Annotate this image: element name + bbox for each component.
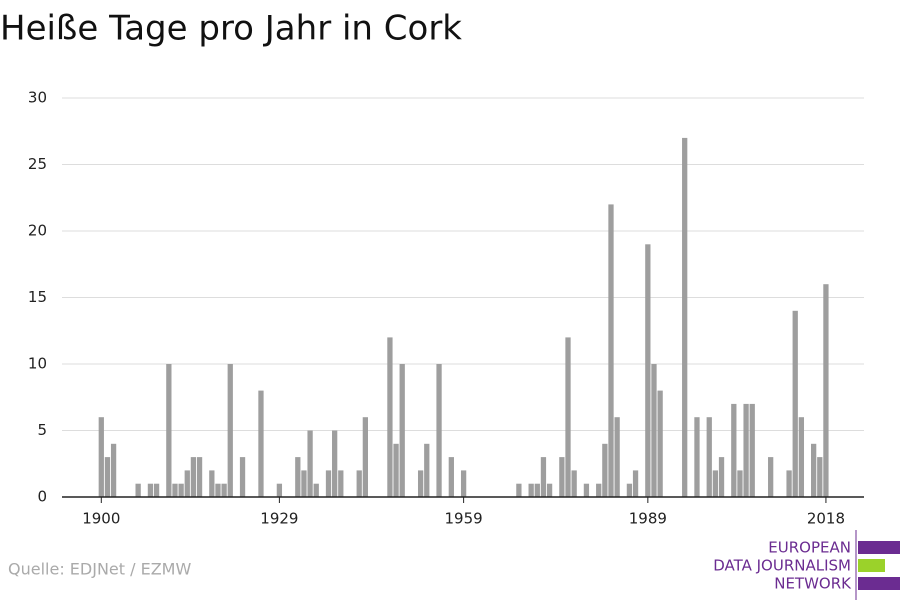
y-tick-label: 20 [28, 222, 47, 240]
bar [172, 483, 178, 497]
bar [424, 443, 430, 497]
y-tick-label: 15 [28, 288, 47, 306]
y-tick-label: 25 [28, 155, 47, 173]
bar [626, 483, 633, 497]
bar [737, 470, 743, 497]
chart-title: Heiße Tage pro Jahr in Cork [0, 9, 462, 49]
y-tick-label: 30 [28, 89, 47, 107]
bar [166, 364, 172, 497]
bar [295, 457, 301, 497]
bar [313, 483, 319, 497]
bar [528, 483, 534, 497]
logo-text: EUROPEAN [768, 539, 851, 557]
bar [817, 457, 823, 497]
y-tick-label: 5 [37, 421, 47, 439]
bar [110, 443, 117, 497]
bar [583, 483, 590, 497]
bar [657, 390, 663, 497]
bar [98, 417, 104, 497]
bar [332, 430, 338, 497]
bar [258, 390, 264, 497]
bar [540, 457, 547, 497]
bar [460, 470, 467, 497]
bar [178, 483, 184, 497]
bar [227, 364, 233, 497]
bar [196, 457, 203, 497]
bar [792, 310, 798, 497]
bar [632, 470, 639, 497]
bar [651, 364, 657, 497]
bar [399, 364, 405, 497]
bar [325, 470, 332, 497]
bar [417, 470, 424, 497]
bar [786, 470, 792, 497]
x-tick-label: 2018 [807, 510, 845, 528]
source: Quelle: EDJNet / EZMW [8, 560, 191, 579]
bar [448, 457, 454, 497]
bar [743, 403, 749, 497]
bar [749, 403, 755, 497]
bar [393, 443, 399, 497]
bar [823, 284, 829, 497]
bar [436, 364, 442, 497]
bar [135, 483, 141, 497]
bar [731, 403, 737, 497]
bar [215, 483, 221, 497]
bar [362, 417, 369, 497]
bar [190, 457, 197, 497]
bar [811, 443, 817, 497]
y-tick-label: 0 [37, 488, 47, 506]
logo-text: NETWORK [774, 575, 852, 593]
x-tick-label: 1959 [445, 510, 483, 528]
bar [768, 457, 774, 497]
bar [356, 470, 362, 497]
logo-bar [858, 577, 900, 590]
bar [718, 457, 725, 497]
bar [682, 137, 688, 497]
bar [546, 483, 553, 497]
bar [614, 417, 620, 497]
logo-text: DATA JOURNALISM [713, 557, 851, 575]
bar [184, 470, 190, 497]
bar [153, 483, 160, 497]
logo-bar [858, 559, 885, 572]
bar [221, 483, 227, 497]
bar [301, 470, 307, 497]
bar [559, 457, 565, 497]
y-tick-label: 10 [28, 355, 47, 373]
bar [104, 457, 111, 497]
bar [209, 470, 215, 497]
bar [307, 430, 313, 497]
x-tick-label: 1929 [260, 510, 298, 528]
bar [534, 483, 540, 497]
bar [338, 470, 344, 497]
bar [516, 483, 522, 497]
bar [387, 337, 393, 497]
logo-bar [858, 541, 900, 554]
bar [706, 417, 712, 497]
bar [147, 483, 154, 497]
bar [239, 457, 246, 497]
bar [565, 337, 571, 497]
bar [694, 417, 700, 497]
bar [645, 244, 651, 497]
bar [571, 470, 577, 497]
x-tick-label: 1900 [82, 510, 120, 528]
bar [276, 483, 283, 497]
bar [798, 417, 805, 497]
bar [602, 443, 608, 497]
bar [608, 204, 614, 497]
bar [712, 470, 719, 497]
bar [596, 483, 602, 497]
x-tick-label: 1989 [629, 510, 667, 528]
